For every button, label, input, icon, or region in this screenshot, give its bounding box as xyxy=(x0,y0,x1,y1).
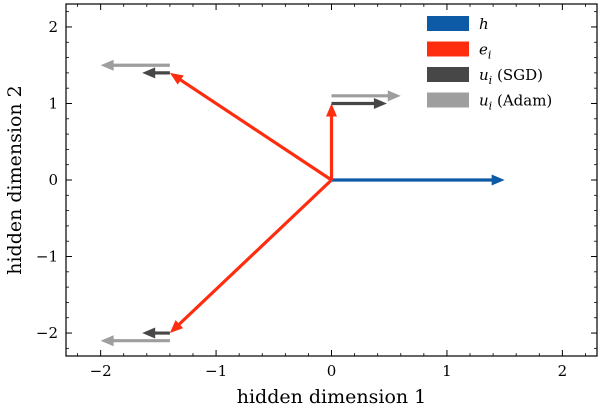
arrow-uisgd-0-head xyxy=(373,97,387,109)
arrow-uisgd-2 xyxy=(142,327,170,339)
arrow-uisgd-2-head xyxy=(142,327,156,339)
arrow-ei-0-head xyxy=(326,103,337,117)
ticks-layer: −2 −1 0 1 2 −2 −1 0 1 2 xyxy=(36,4,597,380)
arrow-uiadam-1 xyxy=(100,59,170,71)
arrow-ei-1-head xyxy=(169,72,184,85)
legend-label: ui (SGD) xyxy=(479,66,543,87)
legend-entry: ui (Adam) xyxy=(427,92,552,113)
legend-entry: ei xyxy=(427,41,491,62)
legend: h ei ui (SGD) ui (Adam) xyxy=(427,15,552,113)
legend-swatch xyxy=(427,67,469,82)
x-tick-label: −1 xyxy=(205,362,227,380)
y-tick-label: −1 xyxy=(36,248,58,266)
x-axis-label: hidden dimension 1 xyxy=(237,386,427,408)
y-axis-label: hidden dimension 2 xyxy=(4,85,26,275)
arrow-uisgd-1 xyxy=(142,67,170,79)
y-tick-label: 2 xyxy=(48,18,58,36)
x-tick-label: 0 xyxy=(327,362,337,380)
arrow-ei-0 xyxy=(326,103,337,180)
arrow-uiadam-2 xyxy=(100,335,170,347)
legend-label: h xyxy=(479,15,489,33)
y-tick-label: −2 xyxy=(36,324,58,342)
arrow-uisgd-1-head xyxy=(142,67,156,79)
arrow-ei-1-shaft xyxy=(178,77,333,182)
arrow-h-0 xyxy=(331,174,505,186)
x-tick-label: 2 xyxy=(558,362,568,380)
arrow-uiadam-0 xyxy=(331,90,401,102)
arrow-uiadam-1-head xyxy=(100,59,114,71)
legend-entry: ui (SGD) xyxy=(427,66,543,87)
legend-swatch xyxy=(427,41,469,57)
y-tick-label: 0 xyxy=(48,171,58,189)
legend-swatch xyxy=(427,16,469,31)
x-tick-label: 1 xyxy=(442,362,452,380)
arrow-ei-2-shaft xyxy=(176,178,333,327)
arrow-ei-2-head xyxy=(169,320,184,334)
legend-swatch xyxy=(427,92,469,108)
arrow-ei-2 xyxy=(169,178,333,334)
legend-label: ei xyxy=(479,41,491,62)
x-tick-label: −2 xyxy=(90,362,112,380)
y-tick-label: 1 xyxy=(48,94,58,112)
arrow-uisgd-0 xyxy=(331,97,387,109)
legend-entry: h xyxy=(427,15,489,33)
arrow-uiadam-0-head xyxy=(387,90,401,102)
legend-label: ui (Adam) xyxy=(479,92,552,113)
arrow-uiadam-2-head xyxy=(100,335,114,347)
arrow-ei-1 xyxy=(169,72,333,182)
vectors-layer xyxy=(100,59,505,347)
arrow-h-0-head xyxy=(491,174,505,186)
